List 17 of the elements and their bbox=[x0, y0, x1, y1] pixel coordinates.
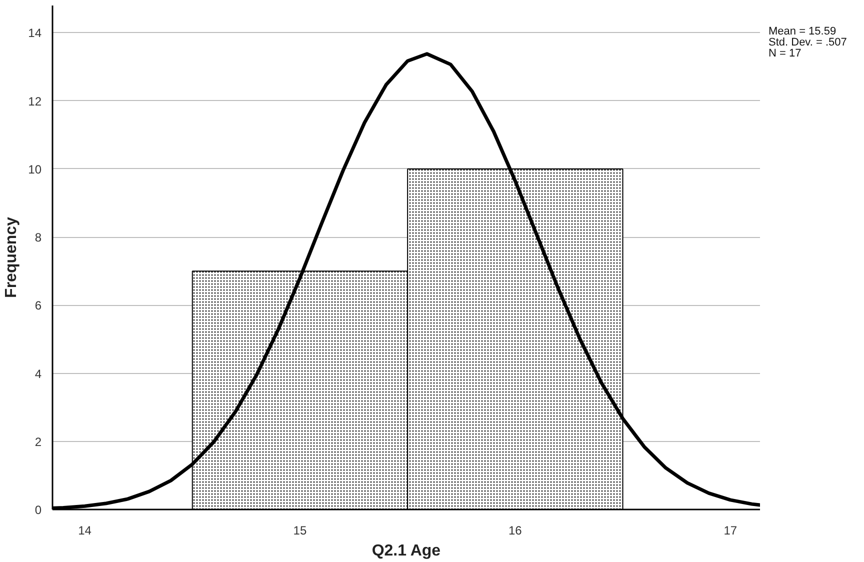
y-tick-label: 2 bbox=[34, 434, 42, 449]
y-tick-label: 10 bbox=[28, 162, 42, 176]
y-tick-label: 14 bbox=[28, 26, 42, 40]
x-tick-label: 14 bbox=[78, 524, 92, 538]
x-tick-label: 16 bbox=[508, 524, 522, 538]
text: Std. Dev. = .507 bbox=[768, 36, 847, 48]
y-tick-label: 0 bbox=[34, 503, 42, 517]
y-tick-label: 8 bbox=[34, 230, 42, 245]
y-axis-title: Frequency bbox=[3, 216, 20, 298]
text: Mean = 15.59 bbox=[768, 26, 836, 38]
y-tick-label: 12 bbox=[28, 94, 42, 108]
x-axis-title: Q2.1 Age bbox=[372, 542, 441, 560]
x-tick-label: 15 bbox=[293, 524, 307, 538]
y-tick-label: 4 bbox=[34, 366, 42, 381]
y-tick-label: 6 bbox=[34, 298, 42, 313]
x-tick-label: 17 bbox=[724, 524, 738, 538]
text: N = 17 bbox=[768, 48, 802, 60]
